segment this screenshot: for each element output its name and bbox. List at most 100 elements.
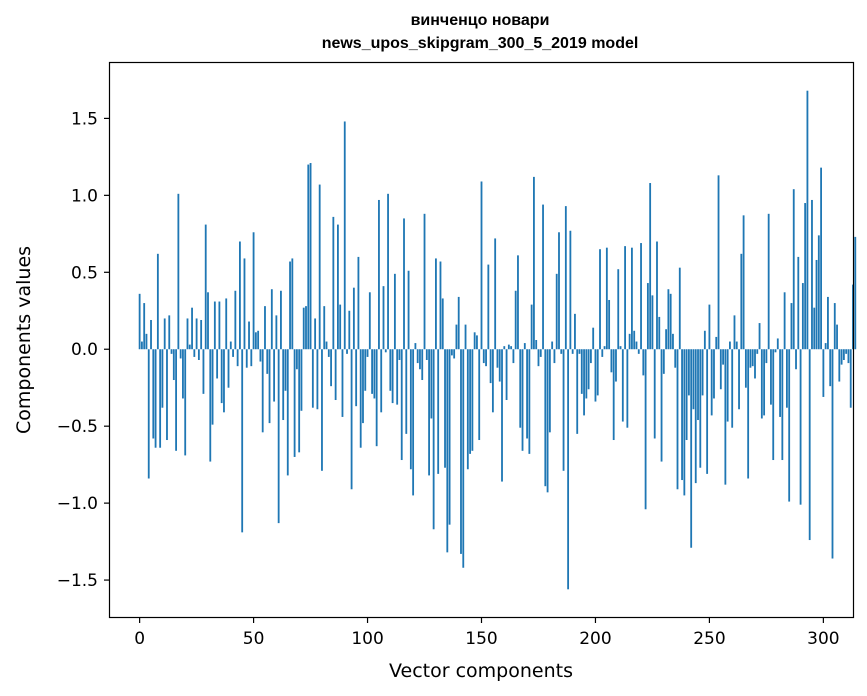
bar xyxy=(797,256,800,350)
bar xyxy=(799,349,802,505)
bar xyxy=(163,318,166,350)
bar xyxy=(387,193,389,350)
bar xyxy=(466,349,469,470)
bar xyxy=(817,235,820,350)
bar xyxy=(772,349,775,461)
y-tick-label: 1.5 xyxy=(71,109,98,129)
bar xyxy=(254,332,257,350)
bar xyxy=(847,349,850,364)
bar xyxy=(364,349,367,391)
bar xyxy=(699,349,702,468)
bar xyxy=(277,349,280,524)
bar xyxy=(580,349,583,394)
bar xyxy=(517,255,519,350)
bar xyxy=(523,343,526,350)
bar xyxy=(232,349,234,357)
bar xyxy=(774,349,777,353)
bar xyxy=(321,349,323,471)
bar xyxy=(273,349,276,402)
bar xyxy=(501,349,503,482)
bar xyxy=(669,293,672,350)
x-tick-label: 150 xyxy=(465,629,497,649)
bar xyxy=(396,349,399,405)
bar xyxy=(678,267,681,350)
bar xyxy=(690,349,693,548)
bar xyxy=(403,218,405,350)
bar xyxy=(781,349,784,461)
bar xyxy=(672,333,674,350)
bar xyxy=(505,349,508,401)
bar xyxy=(384,349,387,353)
bar xyxy=(389,349,392,391)
bar xyxy=(177,193,180,350)
bar xyxy=(437,349,440,474)
bar xyxy=(751,349,754,367)
bar xyxy=(792,189,795,350)
bar xyxy=(368,292,371,350)
x-tick-label: 0 xyxy=(134,629,145,649)
bar xyxy=(514,290,517,350)
bar xyxy=(562,349,565,471)
bar xyxy=(311,349,314,408)
bar xyxy=(656,241,658,350)
bar xyxy=(473,332,476,350)
bar xyxy=(687,349,690,396)
bar xyxy=(546,349,549,493)
bar xyxy=(393,273,396,350)
bar xyxy=(400,349,403,461)
bar xyxy=(806,90,809,350)
bar xyxy=(341,349,344,417)
chart-title-line-1: винченцо новари xyxy=(410,12,550,29)
bar xyxy=(706,349,709,474)
bar xyxy=(640,243,642,350)
bar xyxy=(815,259,818,350)
bar xyxy=(441,298,444,350)
bar xyxy=(223,349,225,413)
bar xyxy=(845,349,848,354)
bar xyxy=(416,349,419,364)
bar xyxy=(462,349,465,568)
bar xyxy=(407,270,410,350)
bar xyxy=(535,340,538,350)
bar xyxy=(854,236,857,350)
bar xyxy=(453,349,456,359)
bar xyxy=(544,349,547,487)
bar xyxy=(191,307,193,350)
y-tick-label: −0.5 xyxy=(57,417,98,437)
bar xyxy=(542,204,544,350)
bar xyxy=(624,246,626,350)
bar xyxy=(576,349,579,434)
bar xyxy=(496,349,499,368)
bar xyxy=(635,341,638,350)
y-tick-label: 0.5 xyxy=(71,263,98,283)
bar xyxy=(519,349,522,428)
bar xyxy=(507,344,510,350)
bar xyxy=(270,289,273,350)
bar xyxy=(150,319,152,350)
bar xyxy=(209,349,212,462)
bar xyxy=(498,349,501,382)
y-tick-label: 0.0 xyxy=(71,340,98,360)
bar xyxy=(760,349,763,419)
bar xyxy=(697,349,699,421)
bar xyxy=(740,253,743,350)
bar xyxy=(836,324,838,350)
bar xyxy=(596,349,599,396)
bar xyxy=(188,344,191,350)
y-tick-label: 1.0 xyxy=(71,186,98,206)
bar xyxy=(373,349,376,399)
bar xyxy=(763,349,766,416)
bar xyxy=(227,349,230,388)
bar xyxy=(756,349,759,354)
bar xyxy=(770,349,772,405)
bar xyxy=(795,349,797,370)
bar xyxy=(243,258,246,350)
bar xyxy=(813,307,816,350)
bar xyxy=(172,349,175,381)
bar xyxy=(747,349,750,479)
bar xyxy=(218,301,221,350)
x-axis-label: Vector components xyxy=(389,660,573,682)
bar xyxy=(289,261,291,350)
bar xyxy=(476,335,478,350)
bar xyxy=(419,349,421,370)
